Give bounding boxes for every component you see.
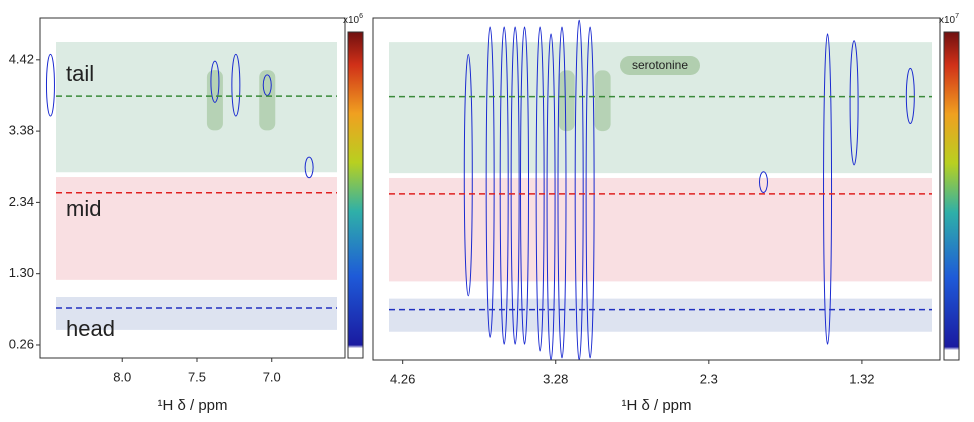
y-tick-label: 3.38	[9, 123, 34, 138]
peak-contour	[758, 171, 768, 193]
peak-contour	[585, 26, 595, 359]
peak-highlight	[558, 70, 575, 132]
region-label: mid	[66, 196, 101, 221]
x-tick-label: 1.32	[849, 371, 874, 386]
peak-highlight	[206, 70, 223, 131]
peak-contour	[463, 54, 473, 297]
peak-contour	[231, 53, 241, 117]
peak-contour	[557, 26, 567, 359]
peak-contour	[304, 156, 314, 179]
x-tick-label: 7.0	[263, 369, 281, 384]
region-label: head	[66, 316, 115, 341]
peak-contour	[210, 60, 220, 103]
peak-highlight	[594, 70, 611, 132]
region-label: tail	[66, 61, 94, 86]
colorbar-base: x10	[343, 15, 360, 26]
x-tick-label: 8.0	[113, 369, 131, 384]
peak-contour	[849, 40, 859, 166]
peak-contour	[535, 26, 545, 352]
plot-frame	[372, 17, 941, 361]
y-tick-label: 2.34	[9, 194, 34, 209]
peak-contour	[499, 26, 509, 345]
region	[56, 296, 337, 330]
peak-contour	[45, 53, 55, 117]
y-tick-label: 1.30	[9, 265, 34, 280]
x-axis-label: ¹H δ / ppm	[157, 397, 227, 414]
plot-frame	[39, 17, 346, 359]
colorbar-base: x10	[939, 15, 956, 26]
annotation: serotonine	[632, 58, 688, 72]
y-tick-label: 0.26	[9, 336, 34, 351]
colorbar	[347, 31, 364, 359]
x-tick-label: 2.3	[700, 371, 718, 386]
colorbar-exponent: 6	[359, 13, 363, 20]
x-tick-label: 7.5	[188, 369, 206, 384]
peak-contour	[520, 26, 530, 345]
x-axis-label: ¹H δ / ppm	[621, 397, 691, 414]
y-tick-label: 4.42	[9, 51, 34, 66]
region	[56, 177, 337, 280]
peak-contour	[510, 26, 520, 345]
peak-contour	[823, 33, 833, 345]
x-tick-label: 4.26	[390, 371, 415, 386]
colorbar	[943, 31, 960, 361]
region	[389, 298, 932, 332]
colorbar-label: x106	[343, 13, 363, 26]
peak-highlight	[259, 70, 276, 131]
peak-contour	[485, 26, 495, 338]
colorbar-label: x107	[939, 13, 959, 26]
region	[56, 41, 337, 173]
x-tick-label: 3.28	[543, 371, 568, 386]
region	[389, 177, 932, 282]
colorbar-exponent: 7	[955, 13, 959, 20]
annotation-pill	[620, 56, 700, 75]
